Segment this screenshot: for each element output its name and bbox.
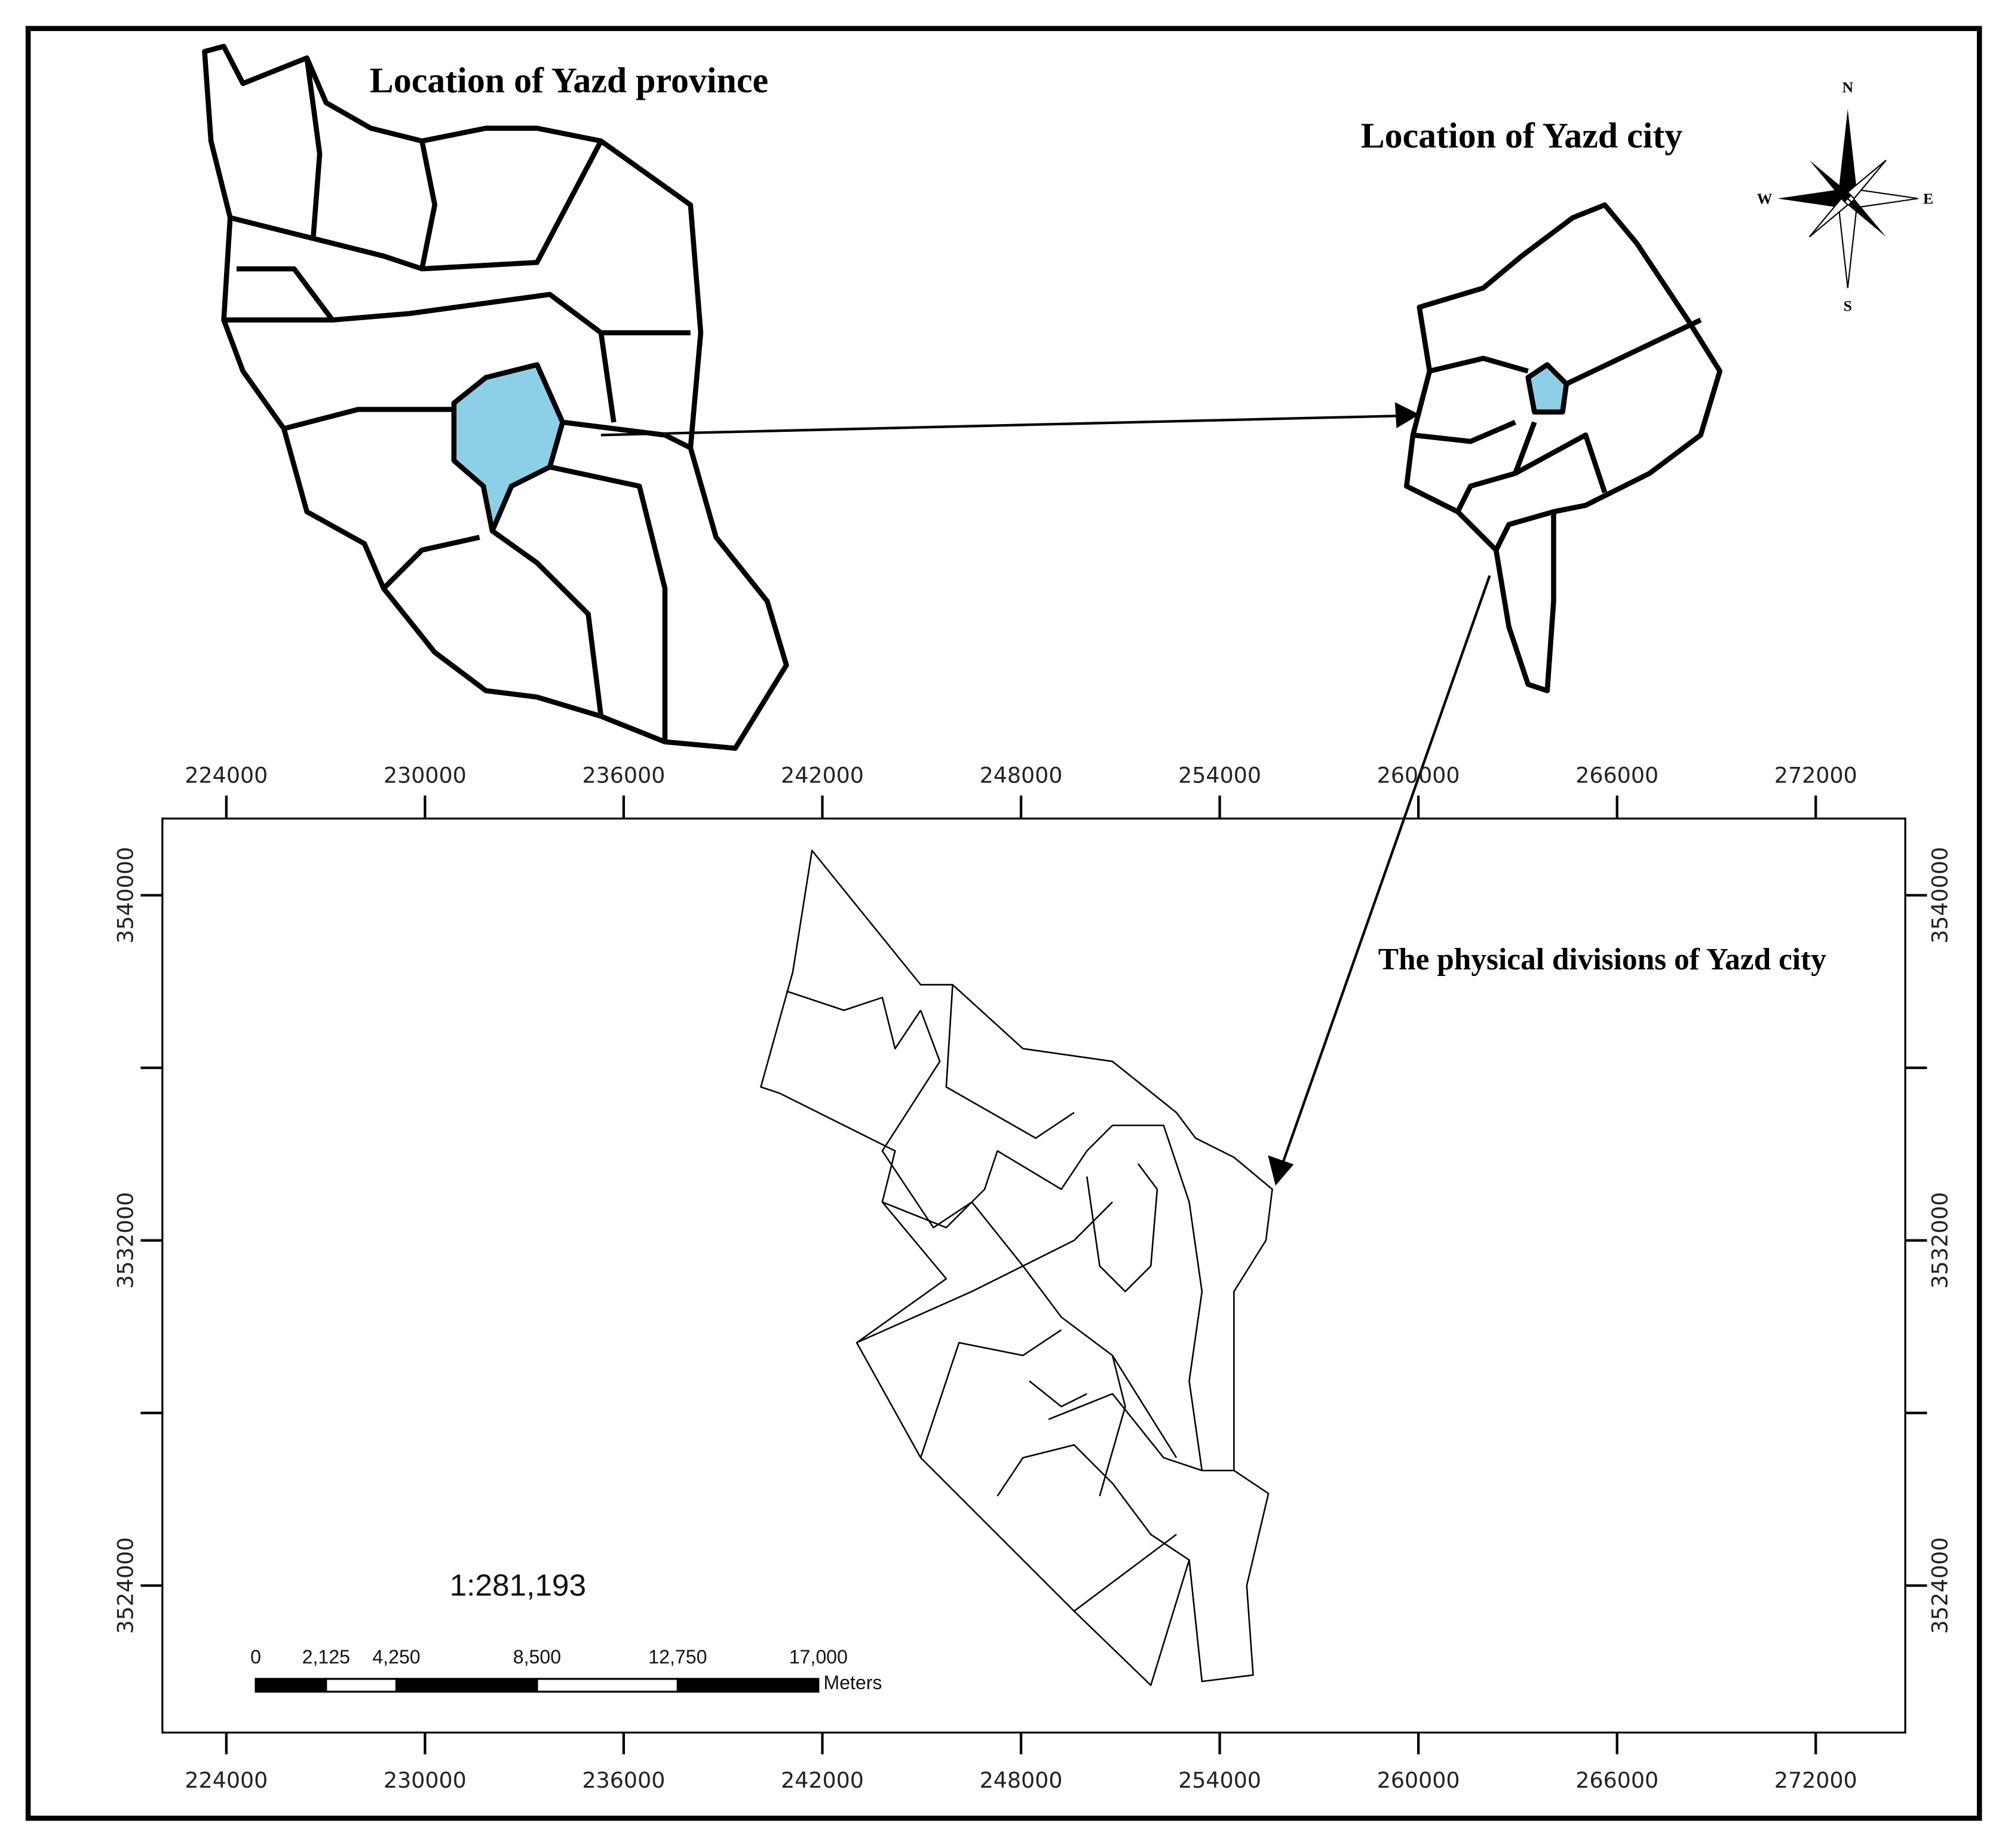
x-tick-label: 236000 [583,762,666,788]
scale-tick-label: 2,125 [302,1646,350,1668]
x-tick-label: 230000 [384,1767,467,1793]
province-title: Location of Yazd province [370,61,768,100]
x-tick-label: 260000 [1377,762,1460,788]
scale-tick-label: 12,750 [648,1646,707,1668]
x-tick-label: 242000 [781,762,864,788]
y-tick-label: 3540000 [1927,847,1953,944]
x-tick-label: 236000 [583,1767,666,1793]
x-tick-label: 266000 [1575,1767,1658,1793]
x-tick-label: 272000 [1774,762,1857,788]
map-frame [161,817,1906,1734]
x-tick-label: 272000 [1774,1767,1857,1793]
scale-bar: 0 2,125 4,250 8,500 12,750 17,000 Meters [250,1646,882,1693]
x-tick-label: 224000 [185,1767,268,1793]
scale-tick-label: 4,250 [372,1646,420,1668]
arrows [600,402,1491,1186]
y-tick-label: 3540000 [113,847,139,944]
compass-rose [1777,109,1918,288]
divisions-title: The physical divisions of Yazd city [1378,943,1826,977]
city-title: Location of Yazd city [1361,116,1683,155]
x-tick-label: 266000 [1575,762,1658,788]
axis-ticks: 224000 224000 230000 230000 236000 236000 2420… [113,762,1953,1792]
x-tick-label: 248000 [980,1767,1063,1793]
compass-west: W [1757,190,1773,207]
compass-south: S [1844,297,1852,315]
divisions-map [760,849,1273,1686]
x-tick-label: 242000 [781,1767,864,1793]
scale-unit: Meters [823,1672,882,1693]
x-tick-label: 254000 [1178,762,1261,788]
x-tick-label: 224000 [185,762,268,788]
compass-east: E [1923,190,1933,207]
y-tick-label: 3532000 [113,1192,139,1289]
scale-segment [255,1678,327,1693]
x-tick-label: 260000 [1377,1767,1460,1793]
y-tick-label: 3524000 [113,1537,139,1634]
scale-segment [325,1678,398,1693]
scale-ratio: 1:281,193 [450,1568,586,1603]
scale-tick-label: 17,000 [789,1646,848,1668]
scale-tick-label: 8,500 [513,1646,561,1668]
iran-map [202,44,789,751]
scale-segment [536,1678,679,1693]
scale-segment [676,1678,820,1693]
y-tick-label: 3532000 [1927,1192,1953,1289]
compass-north: N [1842,79,1853,96]
scale-tick-label: 0 [250,1646,261,1668]
scale-segment [395,1678,538,1693]
x-tick-label: 230000 [384,762,467,788]
x-tick-label: 254000 [1178,1767,1261,1793]
province-map [1404,202,1722,693]
x-tick-label: 248000 [980,762,1063,788]
outer-border [25,26,1982,1821]
y-tick-label: 3524000 [1927,1537,1953,1634]
